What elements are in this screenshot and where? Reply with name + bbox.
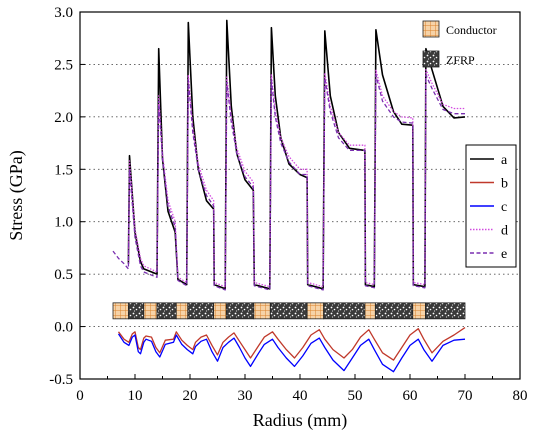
series-line-a [127,19,466,290]
y-tick-label-6: 2.5 [54,57,73,73]
material-bar [112,302,466,320]
x-tick-label-2: 20 [183,388,198,404]
x-tick-label-0: 0 [76,388,84,404]
material-segment-conductor-0 [112,302,129,320]
x-tick-label-7: 70 [458,388,473,404]
materials-legend-label-conductor: Conductor [446,23,497,37]
series-legend-label-a: a [501,153,508,168]
y-axis-title: Stress (GPa) [6,150,27,241]
x-tick-label-5: 50 [348,388,363,404]
material-segment-conductor-12 [364,302,376,320]
material-segment-conductor-8 [253,302,271,320]
material-segment-conductor-10 [306,302,325,320]
y-tick-label-1: 0.0 [54,320,73,336]
series-line-c [117,333,466,373]
x-tick-label-3: 30 [238,388,253,404]
material-segment-conductor-4 [175,302,189,320]
material-segment-zfrp-9 [269,302,308,320]
materials-legend: Conductor ZFRP [422,20,497,68]
series-line-d [127,69,465,288]
y-tick-label-4: 1.5 [54,162,73,178]
y-tick-label-2: 0.5 [54,267,73,283]
series-legend-label-d: d [501,224,508,239]
material-segment-conductor-6 [213,302,227,320]
gridlines [80,63,520,328]
x-tick-label-6: 60 [403,388,418,404]
materials-legend-swatch-conductor [422,20,440,38]
x-axis-title: Radius (mm) [253,410,348,431]
x-tick-label-8: 80 [513,388,528,404]
materials-legend-label-zfrp: ZFRP [446,53,475,67]
series-line-b [117,327,466,361]
y-tick-label-5: 2.0 [54,110,73,126]
material-segment-zfrp-13 [374,302,414,320]
series-legend-label-c: c [501,200,507,215]
x-tick-label-1: 10 [128,388,143,404]
material-segment-conductor-2 [143,302,158,320]
material-segment-zfrp-11 [323,302,366,320]
material-segment-zfrp-1 [127,302,145,320]
plot-frame [79,11,521,380]
materials-legend-swatch-zfrp [422,50,440,68]
x-tick-label-4: 40 [293,388,308,404]
material-segment-zfrp-5 [187,302,215,320]
material-segment-conductor-14 [412,302,426,320]
axis-ticks: 0 10 20 30 40 50 60 70 80 -0.5 0.0 0.5 1.0 1.5 2.0 2.5 3… [49,5,527,404]
material-segment-zfrp-3 [156,302,177,320]
y-tick-label-3: 1.0 [54,215,73,231]
material-segment-zfrp-7 [225,302,255,320]
material-segment-zfrp-15 [424,302,466,320]
y-tick-label-0: -0.5 [49,372,73,388]
series-legend-label-b: b [501,177,508,192]
y-tick-label-7: 3.0 [54,5,73,21]
series-legend-label-e: e [501,247,507,262]
data-series [112,19,466,373]
